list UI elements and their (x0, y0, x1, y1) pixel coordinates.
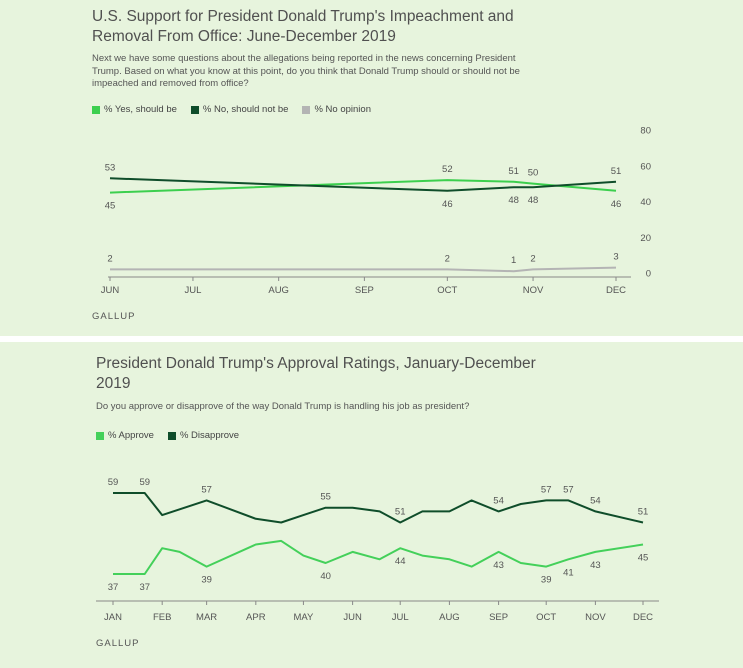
approve-data-label: 43 (590, 560, 601, 571)
y-tick-label: 0 (646, 269, 651, 280)
x-tick-label: JUL (392, 612, 409, 623)
chart-question: Do you approve or disapprove of the way … (96, 401, 470, 412)
legend-label-no: % No, should not be (202, 104, 289, 115)
legend-swatch-approve (96, 431, 104, 440)
x-tick-label: JUL (184, 285, 201, 296)
legend-item-yes: % Yes, should be (92, 104, 177, 115)
y-tick-label: 60 (640, 161, 651, 172)
disapprove-data-label: 59 (139, 477, 150, 488)
approval-line-chart: JAN FEB MAR APR MAY JUN JUL AUG SEP OCT NOV DEC 37 37… (96, 477, 659, 623)
x-tick-label: OCT (536, 612, 556, 623)
no-data-label: 48 (508, 195, 519, 206)
x-tick-label: JAN (104, 612, 122, 623)
disapprove-data-label: 59 (108, 477, 119, 488)
yes-data-label: 50 (528, 168, 539, 179)
legend-item-approve: % Approve (96, 430, 154, 441)
chart-legend: % Approve % Disapprove (96, 430, 239, 441)
x-tick-label: AUG (439, 612, 460, 623)
no-opinion-data-label: 2 (107, 253, 112, 264)
chart-legend: % Yes, should be % No, should not be % N… (92, 104, 371, 115)
x-tick-label: OCT (437, 285, 457, 296)
no-series-line (109, 177, 617, 192)
legend-label-approve: % Approve (108, 430, 154, 441)
legend-swatch-no-opinion (302, 105, 311, 114)
x-tick-label: NOV (523, 285, 544, 296)
legend-item-disapprove: % Disapprove (167, 430, 240, 441)
chart-title: U.S. Support for President Donald Trump'… (92, 8, 514, 45)
legend-label-yes: % Yes, should be (104, 104, 177, 115)
no-data-label: 53 (105, 162, 116, 173)
approve-series-line (113, 539, 644, 575)
approval-chart-panel: President Donald Trump's Approval Rating… (0, 342, 743, 668)
legend-label-no-opinion: % No opinion (314, 104, 371, 115)
yes-data-label: 52 (442, 164, 453, 175)
y-tick-label: 20 (640, 233, 651, 244)
no-data-label: 48 (528, 195, 539, 206)
legend-item-no-opinion: % No opinion (302, 104, 371, 115)
x-tick-label: NOV (585, 612, 606, 623)
no-opinion-data-label: 3 (613, 252, 618, 263)
legend-label-disapprove: % Disapprove (179, 430, 240, 441)
x-tick-label: JUN (101, 285, 120, 296)
chart-title: President Donald Trump's Approval Rating… (96, 355, 536, 392)
y-tick-label: 40 (640, 197, 651, 208)
approve-data-label: 37 (139, 582, 150, 593)
yes-data-label: 45 (105, 201, 116, 212)
x-tick-label: SEP (355, 285, 374, 296)
disapprove-data-label: 54 (493, 495, 504, 506)
source-label: GALLUP (92, 311, 136, 322)
approve-data-label: 41 (563, 567, 574, 578)
disapprove-data-label: 57 (563, 484, 574, 495)
x-tick-label: FEB (153, 612, 171, 623)
chart-question: Next we have some questions about the al… (92, 53, 520, 89)
x-tick-label: SEP (489, 612, 508, 623)
legend-item-no: % No, should not be (190, 104, 289, 115)
x-tick-label: DEC (633, 612, 653, 623)
no-opinion-series-line (110, 266, 617, 273)
disapprove-data-label: 57 (201, 484, 212, 495)
no-opinion-data-label: 2 (445, 253, 450, 264)
x-tick-label: JUN (343, 612, 362, 623)
approve-data-label: 40 (320, 571, 331, 582)
x-tick-label: MAR (196, 612, 217, 623)
disapprove-data-label: 55 (320, 492, 331, 503)
disapprove-series-line (113, 492, 644, 524)
approve-data-label: 37 (108, 582, 119, 593)
disapprove-data-label: 54 (590, 495, 601, 506)
approve-data-label: 43 (493, 560, 504, 571)
yes-data-label: 51 (508, 166, 519, 177)
x-tick-label: MAY (293, 612, 314, 623)
disapprove-data-label: 51 (638, 506, 649, 517)
no-data-label: 46 (442, 199, 453, 210)
impeachment-line-chart: 0 20 40 60 80 JUN JUL AUG SEP OCT NOV DEC 45 52 51 50 46… (101, 126, 651, 297)
x-tick-label: DEC (606, 285, 626, 296)
approve-data-label: 39 (201, 575, 212, 586)
y-tick-label: 80 (640, 126, 651, 137)
approve-data-label: 45 (638, 553, 649, 564)
approve-data-label: 39 (541, 575, 552, 586)
no-opinion-data-label: 1 (511, 255, 516, 266)
x-tick-label: APR (246, 612, 266, 623)
legend-swatch-yes (92, 105, 100, 114)
source-label: GALLUP (96, 638, 140, 649)
legend-swatch-no (190, 105, 199, 114)
no-data-label: 51 (611, 166, 622, 177)
disapprove-data-label: 57 (541, 484, 552, 495)
approve-data-label: 44 (395, 556, 406, 567)
legend-swatch-disapprove (167, 431, 176, 440)
yes-data-label: 46 (611, 199, 622, 210)
no-opinion-data-label: 2 (530, 253, 535, 264)
x-tick-label: AUG (268, 285, 289, 296)
disapprove-data-label: 51 (395, 506, 406, 517)
impeachment-chart-panel: U.S. Support for President Donald Trump'… (0, 0, 743, 336)
